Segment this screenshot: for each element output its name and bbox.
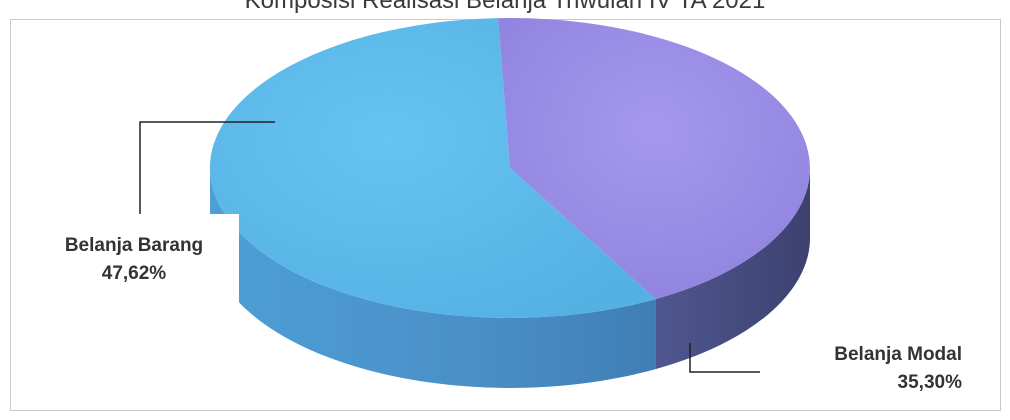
pie-top-faces bbox=[209, 17, 810, 318]
leader-line-belanja-barang bbox=[139, 121, 275, 214]
pie-slice-belanja-barang bbox=[209, 18, 656, 318]
leader-line-belanja-modal bbox=[689, 343, 762, 373]
data-label-belanja-modal: Belanja Modal 35,30% bbox=[760, 333, 982, 407]
pie-side-walls bbox=[210, 168, 810, 388]
chart-title: Komposisi Realisasi Belanja Triwulan IV … bbox=[244, 0, 766, 14]
slice-label-name: Belanja Barang bbox=[64, 235, 204, 256]
slice-label-value: 35,30% bbox=[897, 372, 962, 393]
slice-label-name: Belanja Modal bbox=[834, 344, 962, 365]
pie-slice-belanja-modal bbox=[498, 17, 810, 300]
slice-label-value: 47,62% bbox=[101, 263, 167, 284]
data-label-belanja-barang: Belanja Barang 47,62% bbox=[29, 214, 239, 304]
pie-side-belanja-modal bbox=[655, 168, 810, 370]
leader-lines bbox=[139, 121, 762, 373]
pie-side-belanja-barang bbox=[210, 168, 656, 388]
